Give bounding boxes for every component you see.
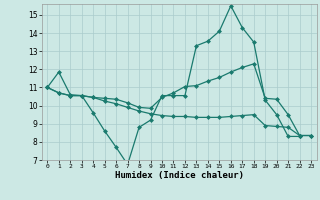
X-axis label: Humidex (Indice chaleur): Humidex (Indice chaleur) [115, 171, 244, 180]
